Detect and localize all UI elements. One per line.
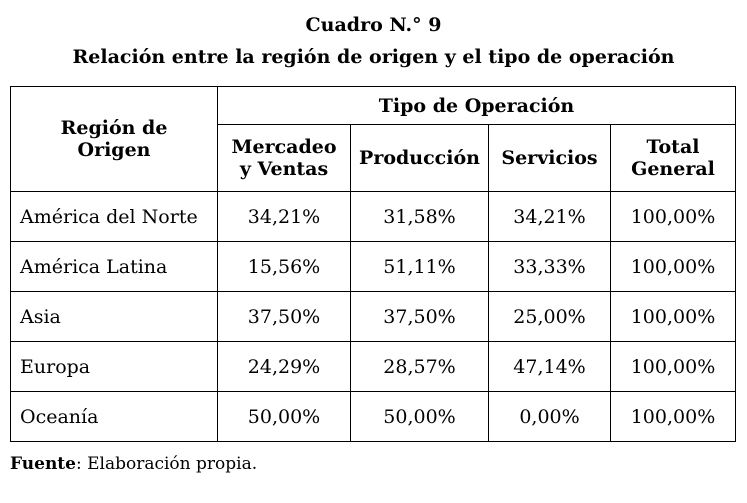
data-table: Región de Origen Tipo de Operación Merca… [10, 86, 736, 442]
table-row: Oceanía 50,00% 50,00% 0,00% 100,00% [10, 391, 736, 442]
column-header: Producción [350, 124, 489, 192]
column-header: Servicios [488, 124, 611, 192]
value-cell: 34,21% [488, 191, 611, 242]
value-cell: 50,00% [350, 391, 489, 442]
table-row: América del Norte 34,21% 31,58% 34,21% 100,0… [10, 191, 736, 242]
region-cell: América del Norte [10, 191, 218, 242]
value-cell: 28,57% [350, 341, 489, 392]
value-cell: 50,00% [217, 391, 351, 442]
value-cell: 51,11% [350, 241, 489, 292]
source-note: Fuente: Elaboración propia. [10, 454, 257, 474]
value-cell: 34,21% [217, 191, 351, 242]
value-cell: 37,50% [350, 291, 489, 342]
region-cell: Europa [10, 341, 218, 392]
value-cell: 0,00% [488, 391, 611, 442]
column-header: Total General [610, 124, 736, 192]
caption-number: Cuadro N.° 9 [305, 14, 442, 36]
value-cell: 100,00% [610, 341, 736, 392]
value-cell: 100,00% [610, 241, 736, 292]
source-text: : Elaboración propia. [75, 454, 258, 474]
value-cell: 100,00% [610, 391, 736, 442]
table-row: Europa 24,29% 28,57% 47,14% 100,00% [10, 341, 736, 392]
value-cell: 24,29% [217, 341, 351, 392]
column-header: Mercadeo y Ventas [217, 124, 351, 192]
caption-title: Relación entre la región de origen y el … [72, 46, 675, 68]
value-cell: 31,58% [350, 191, 489, 242]
group-header: Tipo de Operación [217, 86, 736, 125]
value-cell: 37,50% [217, 291, 351, 342]
source-label: Fuente [10, 454, 76, 474]
region-cell: Asia [10, 291, 218, 342]
table-row: Asia 37,50% 37,50% 25,00% 100,00% [10, 291, 736, 342]
row-header: Región de Origen [10, 86, 218, 192]
region-cell: América Latina [10, 241, 218, 292]
value-cell: 100,00% [610, 291, 736, 342]
table-row: América Latina 15,56% 51,11% 33,33% 100,00% [10, 241, 736, 292]
region-cell: Oceanía [10, 391, 218, 442]
value-cell: 100,00% [610, 191, 736, 242]
value-cell: 47,14% [488, 341, 611, 392]
value-cell: 15,56% [217, 241, 351, 292]
value-cell: 33,33% [488, 241, 611, 292]
value-cell: 25,00% [488, 291, 611, 342]
